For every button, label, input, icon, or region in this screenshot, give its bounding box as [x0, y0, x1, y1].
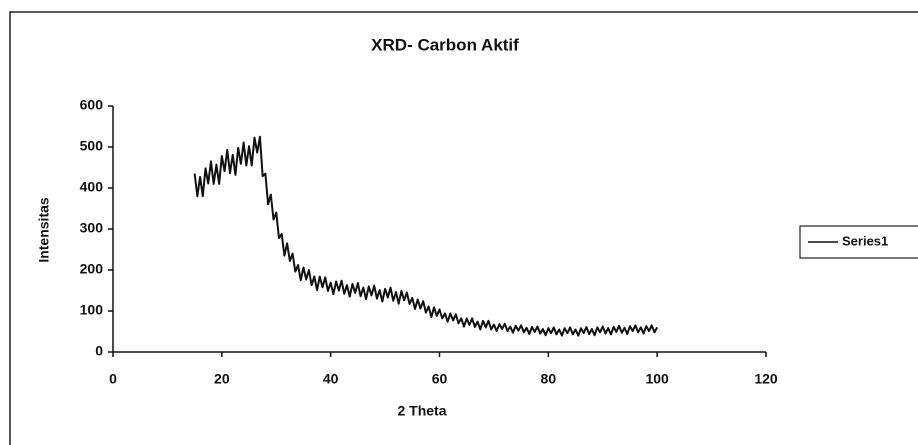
y-tick-label: 100: [80, 302, 104, 318]
legend-label: Series1: [842, 233, 888, 248]
y-tick-label: 600: [80, 97, 104, 113]
x-axis-label: 2 Theta: [397, 403, 446, 419]
chart-frame: [9, 11, 918, 445]
x-tick-label: 60: [432, 371, 448, 387]
y-tick-label: 0: [95, 343, 103, 359]
y-tick-label: 200: [80, 261, 104, 277]
y-tick-label: 400: [80, 179, 104, 195]
y-tick-label: 300: [80, 220, 104, 236]
x-tick-label: 80: [541, 371, 557, 387]
x-tick-label: 20: [214, 371, 230, 387]
x-tick-label: 120: [754, 371, 778, 387]
x-tick-label: 40: [323, 371, 339, 387]
y-tick-label: 500: [80, 138, 104, 154]
x-tick-label: 0: [109, 371, 117, 387]
chart-title: XRD- Carbon Aktif: [371, 35, 519, 54]
y-axis-label: Intensitas: [36, 197, 52, 263]
data-line: [193, 135, 659, 337]
x-tick-label: 100: [645, 371, 669, 387]
